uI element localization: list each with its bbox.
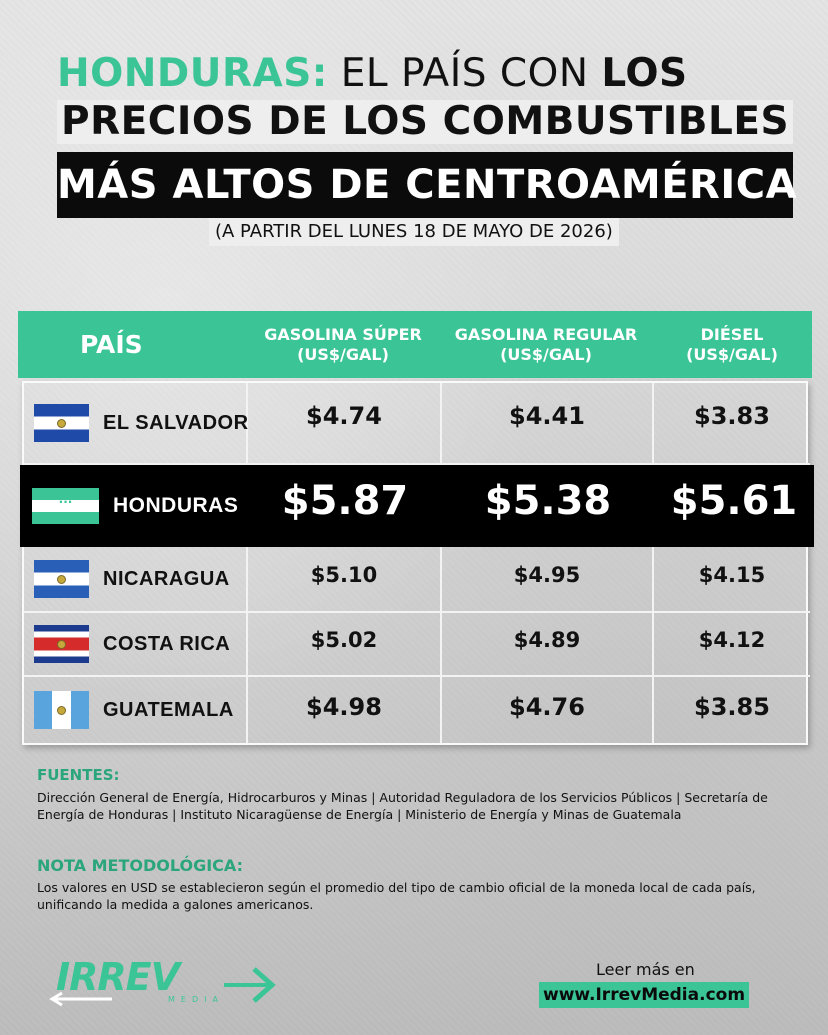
table-header: PAÍS GASOLINA SÚPER (US$/GAL) GASOLINA R… — [18, 311, 812, 378]
table-row-highlight: HONDURAS $5.87 $5.38 $5.61 — [20, 465, 814, 547]
country-name: COSTA RICA — [103, 632, 231, 655]
title-line-2: PRECIOS DE LOS COMBUSTIBLES — [57, 100, 794, 144]
title-thin: EL PAÍS CON — [327, 51, 602, 96]
title-line-3: MÁS ALTOS DE CENTROAMÉRICA — [57, 152, 797, 218]
header-regular-unit: (US$/GAL) — [500, 344, 592, 364]
super-price: $5.02 — [310, 628, 378, 652]
logo-arrow-icon — [49, 967, 276, 1007]
sources-text: Dirección General de Energía, Hidrocarbu… — [37, 790, 768, 822]
methodology-title: NOTA METODOLÓGICA: — [37, 856, 243, 875]
table-body: EL SALVADOR $4.74 $4.41 $3.83 HONDURAS $… — [20, 381, 814, 745]
diesel-price: $3.83 — [694, 402, 770, 430]
methodology-text: Los valores en USD se establecieron segú… — [37, 880, 756, 912]
super-cell: $4.74 — [248, 383, 442, 463]
super-price: $4.98 — [306, 693, 382, 721]
super-price: $5.10 — [310, 563, 378, 587]
country-cell: GUATEMALA — [24, 677, 248, 743]
header-regular-label: GASOLINA REGULAR — [454, 324, 638, 344]
costa-rica-flag-icon — [34, 625, 89, 663]
regular-cell: $4.89 — [442, 613, 654, 675]
country-name: GUATEMALA — [103, 698, 234, 721]
country-cell: EL SALVADOR — [24, 383, 248, 463]
header-country-label: PAÍS — [80, 329, 143, 359]
regular-price: $4.41 — [509, 402, 585, 430]
super-cell: $5.02 — [248, 613, 442, 675]
diesel-cell: $4.12 — [654, 613, 810, 675]
regular-price: $4.76 — [509, 693, 585, 721]
country-name: NICARAGUA — [103, 567, 230, 590]
header-diesel-label: DIÉSEL — [700, 324, 764, 344]
website-link[interactable]: www.IrrevMedia.com — [539, 982, 750, 1008]
diesel-price: $5.61 — [670, 478, 798, 524]
regular-price: $4.89 — [513, 628, 581, 652]
regular-cell: $4.41 — [442, 383, 654, 463]
country-name: HONDURAS — [113, 494, 239, 517]
super-cell: $4.98 — [248, 677, 442, 743]
country-cell: HONDURAS — [20, 465, 248, 547]
table-row: NICARAGUA $5.10 $4.95 $4.15 — [24, 547, 810, 613]
regular-price: $4.95 — [513, 563, 581, 587]
diesel-price: $4.15 — [698, 563, 766, 587]
logo-text: IRREV — [56, 955, 180, 999]
title-bold: LOS — [601, 51, 688, 96]
header-super-label: GASOLINA SÚPER — [264, 324, 422, 344]
nicaragua-flag-icon — [34, 560, 89, 598]
sources-title: FUENTES: — [37, 766, 120, 784]
super-price: $4.74 — [306, 402, 382, 430]
super-cell: $5.87 — [248, 465, 442, 547]
fuel-price-table: PAÍS GASOLINA SÚPER (US$/GAL) GASOLINA R… — [18, 311, 814, 745]
table-row: GUATEMALA $4.98 $4.76 $3.85 — [24, 677, 810, 743]
header-country: PAÍS — [18, 311, 246, 378]
header-super-unit: (US$/GAL) — [297, 344, 389, 364]
el-salvador-flag-icon — [34, 404, 89, 442]
diesel-price: $3.85 — [694, 693, 770, 721]
diesel-cell: $5.61 — [654, 465, 814, 547]
read-more-label: Leer más en — [596, 960, 695, 979]
diesel-cell: $3.85 — [654, 677, 810, 743]
title-accent: HONDURAS: — [57, 51, 328, 96]
table-row: EL SALVADOR $4.74 $4.41 $3.83 — [24, 383, 810, 465]
diesel-cell: $3.83 — [654, 383, 810, 463]
table-row: COSTA RICA $5.02 $4.89 $4.12 — [24, 613, 810, 677]
super-cell: $5.10 — [248, 547, 442, 611]
super-price: $5.87 — [281, 478, 409, 524]
title-subtitle: (A PARTIR DEL LUNES 18 DE MAYO DE 2026) — [209, 218, 619, 246]
regular-cell: $5.38 — [442, 465, 654, 547]
regular-cell: $4.95 — [442, 547, 654, 611]
regular-price: $5.38 — [484, 478, 612, 524]
irrev-media-logo: IRREV MEDIA — [48, 957, 278, 1007]
guatemala-flag-icon — [34, 691, 89, 729]
header-regular: GASOLINA REGULAR (US$/GAL) — [440, 311, 652, 378]
honduras-flag-icon — [32, 488, 99, 524]
regular-cell: $4.76 — [442, 677, 654, 743]
diesel-price: $4.12 — [698, 628, 766, 652]
header-diesel-unit: (US$/GAL) — [686, 344, 778, 364]
header-super: GASOLINA SÚPER (US$/GAL) — [246, 311, 440, 378]
logo-subtext: MEDIA — [168, 995, 224, 1004]
title-line-1: HONDURAS: EL PAÍS CON LOS — [57, 52, 688, 96]
country-cell: NICARAGUA — [24, 547, 248, 611]
header-diesel: DIÉSEL (US$/GAL) — [652, 311, 812, 378]
country-name: EL SALVADOR — [103, 411, 249, 434]
country-cell: COSTA RICA — [24, 613, 248, 675]
diesel-cell: $4.15 — [654, 547, 810, 611]
